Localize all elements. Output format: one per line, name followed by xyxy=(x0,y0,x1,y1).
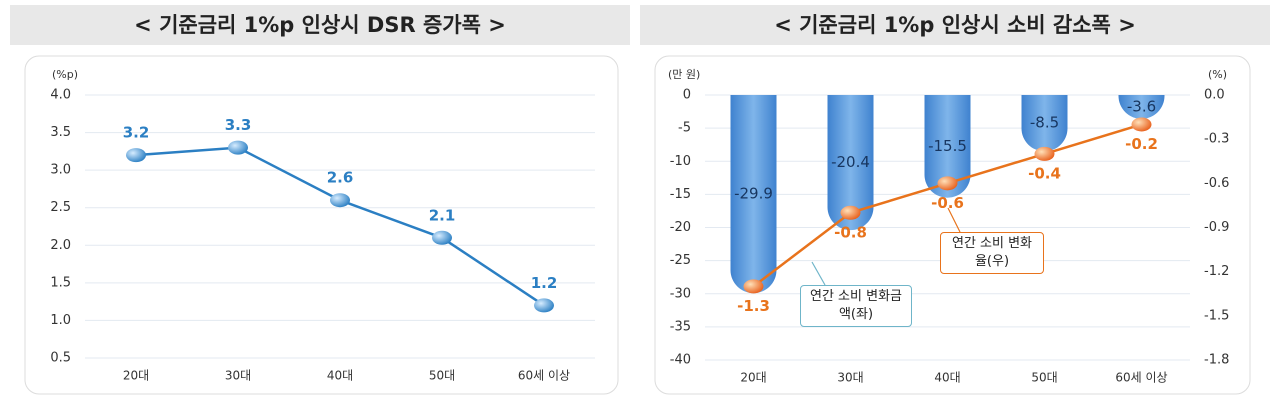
data-label: -0.6 xyxy=(931,194,964,212)
y-tick-label: -15 xyxy=(670,187,691,202)
data-label: -8.5 xyxy=(1030,114,1059,132)
chart-title: < 기준금리 1%p 인상시 DSR 증가폭 > xyxy=(134,13,506,37)
y-tick-label: -40 xyxy=(670,353,691,368)
y2-tick-label: 0.0 xyxy=(1204,88,1225,103)
data-label: -1.3 xyxy=(737,297,770,315)
x-tick-label: 40대 xyxy=(934,371,960,385)
point xyxy=(1131,117,1152,132)
point xyxy=(126,148,146,163)
x-tick-label: 30대 xyxy=(225,369,251,383)
y-tick-label: -5 xyxy=(678,121,691,136)
y2-tick-label: -0.9 xyxy=(1204,220,1229,235)
y-tick-label: -30 xyxy=(670,286,691,301)
bar xyxy=(1021,95,1068,152)
x-tick-label: 60세 이상 xyxy=(1115,371,1167,385)
data-label: -20.4 xyxy=(831,153,870,171)
data-label: -0.8 xyxy=(834,223,867,241)
chart-title: < 기준금리 1%p 인상시 소비 감소폭 > xyxy=(774,13,1136,37)
x-tick-label: 60세 이상 xyxy=(518,369,570,383)
point xyxy=(228,140,248,155)
data-label: 2.6 xyxy=(327,169,354,187)
y-tick-label: -20 xyxy=(670,220,691,235)
y2-tick-label: -1.5 xyxy=(1204,308,1229,323)
point xyxy=(840,205,861,220)
y-tick-label: 1.5 xyxy=(50,275,71,290)
y-tick-label: 4.0 xyxy=(50,88,71,103)
legend-connector xyxy=(947,207,961,233)
data-label: 3.2 xyxy=(123,124,150,142)
point xyxy=(534,298,554,313)
y-axis-label: (%p) xyxy=(52,68,78,81)
x-tick-label: 40대 xyxy=(327,369,353,383)
y-tick-label: 2.0 xyxy=(50,238,71,253)
point xyxy=(937,176,958,191)
header-bar xyxy=(10,5,630,45)
x-tick-label: 50대 xyxy=(429,369,455,383)
y-tick-label: 3.5 xyxy=(50,125,71,140)
point xyxy=(743,279,764,294)
point xyxy=(330,193,350,208)
bar xyxy=(924,95,971,198)
data-label: -0.2 xyxy=(1125,135,1158,153)
y-tick-label: -25 xyxy=(670,253,691,268)
panel xyxy=(24,55,619,395)
point xyxy=(1034,146,1055,161)
y-tick-label: 1.0 xyxy=(50,313,71,328)
y2-tick-label: -1.2 xyxy=(1204,264,1229,279)
y-tick-label: -10 xyxy=(670,154,691,169)
data-label: 3.3 xyxy=(225,116,252,134)
y-axis-label: (만 원) xyxy=(668,68,700,81)
y2-tick-label: -0.6 xyxy=(1204,176,1229,191)
bar xyxy=(730,95,777,294)
y2-tick-label: -1.8 xyxy=(1204,353,1229,368)
y-tick-label: 2.5 xyxy=(50,200,71,215)
data-label: -0.4 xyxy=(1028,164,1061,182)
legend-entry: 연간 소비 변화금액(좌) xyxy=(800,285,912,327)
data-label: -29.9 xyxy=(734,185,773,203)
legend-entry: 연간 소비 변화율(우) xyxy=(940,232,1044,274)
y-tick-label: 0.5 xyxy=(50,351,71,366)
x-tick-label: 20대 xyxy=(740,371,766,385)
y2-axis-label: (%) xyxy=(1208,68,1227,81)
point xyxy=(432,230,452,245)
bar xyxy=(827,95,874,231)
y-tick-label: 3.0 xyxy=(50,163,71,178)
data-label: 2.1 xyxy=(429,206,456,224)
data-label: 1.2 xyxy=(531,274,558,292)
y2-tick-label: -0.3 xyxy=(1204,132,1229,147)
bar xyxy=(1118,95,1165,119)
header-bar xyxy=(640,5,1270,45)
data-label: -15.5 xyxy=(928,137,967,155)
x-tick-label: 30대 xyxy=(837,371,863,385)
x-tick-label: 50대 xyxy=(1031,371,1057,385)
legend-connector xyxy=(811,261,826,286)
data-label: -3.6 xyxy=(1127,97,1156,115)
y-tick-label: -35 xyxy=(670,319,691,334)
y-tick-label: 0 xyxy=(683,88,691,103)
x-tick-label: 20대 xyxy=(123,369,149,383)
